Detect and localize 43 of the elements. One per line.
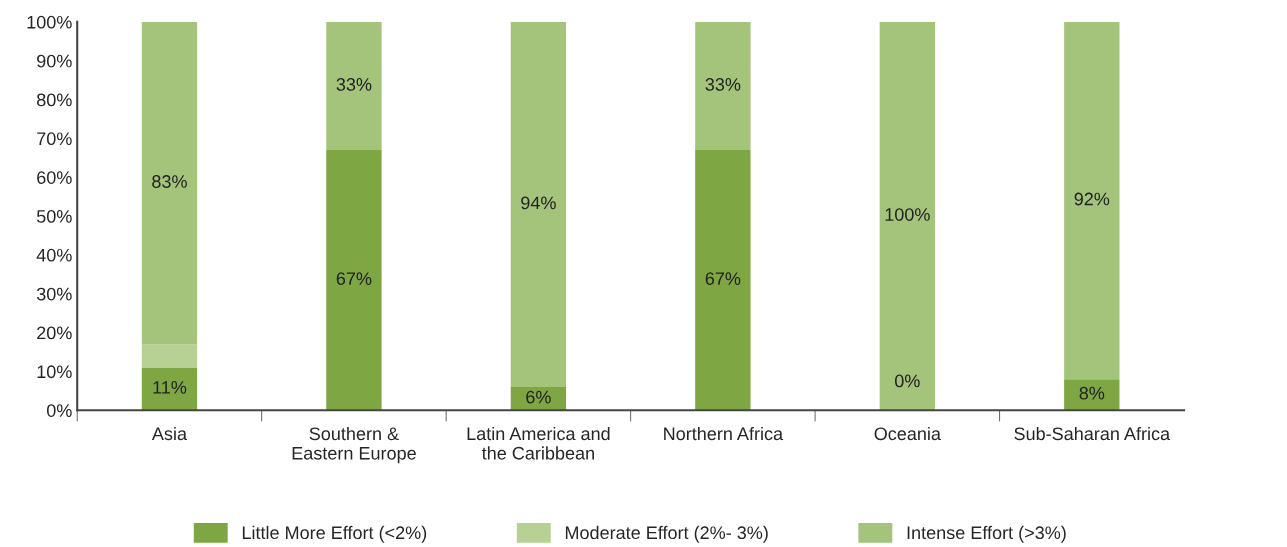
bar xyxy=(695,150,751,411)
legend-label: Intense Effort (>3%) xyxy=(907,525,1066,543)
data-label: 33% xyxy=(336,78,372,91)
x-tick-label: Asia xyxy=(151,426,188,441)
data-label: 33% xyxy=(705,78,741,91)
data-label: 8% xyxy=(1079,386,1105,400)
bar xyxy=(510,21,567,387)
y-tick-label: 60% xyxy=(37,171,72,184)
bar xyxy=(1064,379,1120,411)
x-tick-label: Sub-Saharan Africa xyxy=(1014,426,1171,441)
data-label: 94% xyxy=(521,196,556,210)
bar xyxy=(1064,21,1120,380)
y-tick-label: 90% xyxy=(37,54,72,68)
data-label: 11% xyxy=(153,381,187,394)
data-label: 100% xyxy=(885,208,930,221)
bar xyxy=(141,367,198,411)
bar xyxy=(141,21,198,345)
annotation: 0% xyxy=(894,374,920,388)
bar xyxy=(326,150,382,411)
y-tick-label: 30% xyxy=(36,287,72,301)
x-tick-label: Oceania xyxy=(874,426,941,441)
data-label: 67% xyxy=(705,272,741,285)
data-label: 67% xyxy=(336,272,372,285)
legend-label: Little More Effort (<2%) xyxy=(242,525,427,543)
y-tick-label: 0% xyxy=(46,404,72,417)
x-tick-label: Northern Africa xyxy=(664,426,784,441)
data-label: 6% xyxy=(526,390,551,404)
bar xyxy=(879,21,936,411)
x-tick-label: Southern & Eastern Europe xyxy=(292,426,416,464)
y-tick-label: 70% xyxy=(37,132,72,146)
bar xyxy=(326,21,382,151)
data-label: 83% xyxy=(152,175,187,188)
x-tick-label: Latin America and the Caribbean xyxy=(467,426,610,460)
data-label: 92% xyxy=(1074,192,1110,206)
legend-label: Moderate Effort (2%- 3%) xyxy=(565,525,768,543)
bar xyxy=(141,344,198,368)
y-tick-label: 10% xyxy=(37,365,72,379)
y-tick-label: 50% xyxy=(36,210,72,223)
y-tick-label: 40% xyxy=(36,248,72,262)
bar xyxy=(695,21,751,151)
y-tick-label: 100% xyxy=(27,15,72,29)
y-tick-label: 80% xyxy=(37,93,72,107)
y-tick-label: 20% xyxy=(37,326,72,340)
